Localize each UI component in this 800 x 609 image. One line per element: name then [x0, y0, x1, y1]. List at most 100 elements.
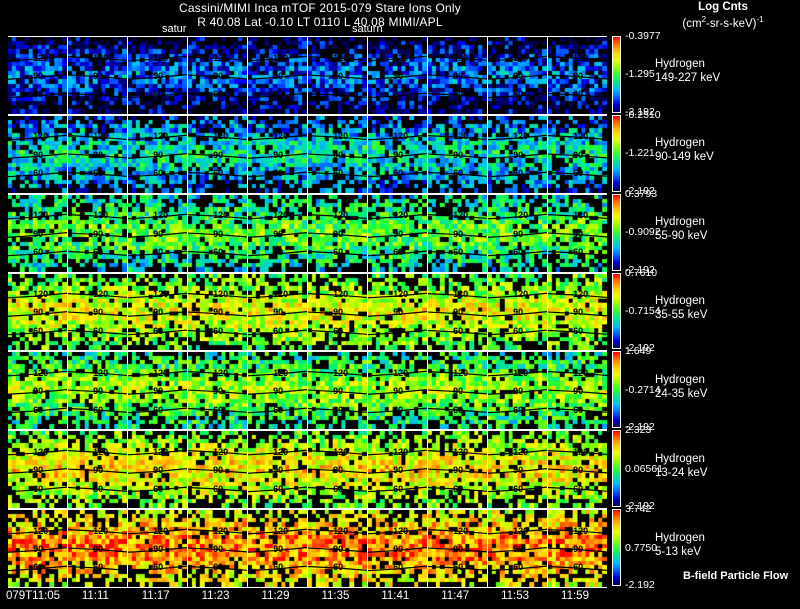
spectrogram-cell[interactable]: 120 90 60	[308, 37, 368, 114]
species-label: Hydrogen	[655, 58, 705, 71]
spectrogram-cell[interactable]: 120 90 60	[248, 352, 308, 430]
pitch-angle-label: 90	[513, 70, 524, 81]
spectrogram-cell[interactable]: 120 90 60	[248, 115, 308, 193]
spectrogram-cell[interactable]: 120 90 60	[308, 352, 368, 430]
spectrogram-cell[interactable]: 120 90 60	[8, 115, 68, 193]
spectrogram-cell[interactable]: 120 90 60	[248, 431, 308, 509]
spectrogram-cell[interactable]: 120 90 60	[188, 194, 248, 272]
spectrogram-cell[interactable]: 120 90 60	[248, 194, 308, 272]
spectrogram-cell[interactable]: 120 90 60	[8, 352, 68, 430]
spectrogram-row: 120 90 60 120 90 60 120 90 60 120 90 60 120 90 60 120 90…	[8, 114, 607, 194]
pitch-angle-label: 90	[213, 544, 224, 555]
spectrogram-cell[interactable]: 120 90 60	[308, 510, 368, 587]
spectrogram-cell[interactable]: 120 90 60	[8, 194, 68, 272]
spectrogram-cell[interactable]: 120 90 60	[428, 194, 488, 272]
pitch-angle-label: 90	[153, 149, 164, 160]
spectrogram-row-columns: 120 90 60 120 90 60 120 90 60 120 90 60 120 90 60 120 90…	[8, 510, 607, 587]
spectrogram-cell[interactable]: 120 90 60	[368, 194, 428, 272]
spectrogram-cell[interactable]: 120 90 60	[488, 273, 548, 351]
pitch-angle-label: 60	[273, 89, 284, 100]
species-label: Hydrogen	[655, 531, 705, 544]
spectrogram-cell[interactable]: 120 90 60	[68, 194, 128, 272]
spectrogram-cell[interactable]: 120 90 60	[548, 431, 607, 509]
spectrogram-cell[interactable]: 120 90 60	[428, 510, 488, 587]
spectrogram-cell[interactable]: 120 90 60	[68, 431, 128, 509]
spectrogram-cell[interactable]: 120 90 60	[188, 510, 248, 587]
pitch-angle-label: 60	[333, 325, 344, 336]
spectrogram-cell[interactable]: 120 90 60	[8, 510, 68, 587]
pitch-angle-label: 60	[273, 325, 284, 336]
spectrogram-cell[interactable]: 120 90 60	[548, 352, 607, 430]
pitch-angle-label: 90	[333, 307, 344, 318]
spectrogram-cell[interactable]: 120 90 60	[548, 194, 607, 272]
colorbar-mid-label: 0.06561	[625, 462, 663, 475]
spectrogram-cell[interactable]: 120 90 60	[128, 352, 188, 430]
pitch-angle-label: 90	[333, 386, 344, 397]
spectrogram-cell[interactable]: 120 90 60	[368, 510, 428, 587]
spectrogram-cell[interactable]: 120 90 60	[128, 510, 188, 587]
spectrogram-cell[interactable]: 120 90 60	[308, 115, 368, 193]
pitch-angle-label: 60	[213, 247, 224, 258]
spectrogram-cell[interactable]: 120 90 60	[488, 37, 548, 114]
pitch-angle-label: 60	[93, 325, 104, 336]
pitch-angle-label: 60	[33, 483, 44, 494]
spectrogram-cell[interactable]: 120 90 60	[488, 194, 548, 272]
spectrogram-cell[interactable]: 120 90 60	[8, 37, 68, 114]
spectrogram-cell[interactable]: 120 90 60	[308, 194, 368, 272]
spectrogram-cell[interactable]: 120 90 60	[548, 510, 607, 587]
spectrogram-cell[interactable]: 120 90 60	[188, 37, 248, 114]
spectrogram-cell[interactable]: 120 90 60	[188, 431, 248, 509]
spectrogram-cell[interactable]: 120 90 60	[188, 273, 248, 351]
pitch-angle-label: 60	[93, 562, 104, 573]
spectrogram-cell[interactable]: 120 90 60	[68, 37, 128, 114]
spectrogram-cell[interactable]: 120 90 60	[548, 115, 607, 193]
pitch-angle-label: 90	[333, 70, 344, 81]
spectrogram-cell[interactable]: 120 90 60	[428, 352, 488, 430]
spectrogram-cell[interactable]: 120 90 60	[128, 273, 188, 351]
pitch-angle-label: 90	[573, 465, 584, 476]
spectrogram-row: 120 90 60 120 90 60 120 90 60 120 90 60 120 90 60 120 90…	[8, 193, 607, 273]
spectrogram-cell[interactable]: 120 90 60	[488, 115, 548, 193]
spectrogram-cell[interactable]: 120 90 60	[488, 510, 548, 587]
spectrogram-cell[interactable]: 120 90 60	[488, 431, 548, 509]
spectrogram-cell[interactable]: 120 90 60	[248, 273, 308, 351]
spectrogram-cell[interactable]: 120 90 60	[68, 510, 128, 587]
spectrogram-cell[interactable]: 120 90 60	[188, 352, 248, 430]
spectrogram-cell[interactable]: 120 90 60	[428, 115, 488, 193]
spectrogram-cell[interactable]: 120 90 60	[368, 431, 428, 509]
spectrogram-cell[interactable]: 120 90 60	[368, 37, 428, 114]
spectrogram-cell[interactable]: 120 90 60	[548, 273, 607, 351]
colorbar-min-label: -2.192	[625, 579, 655, 591]
spectrogram-cell[interactable]: 120 90 60	[308, 273, 368, 351]
spectrogram-cell[interactable]: 120 90 60	[68, 115, 128, 193]
pitch-angle-label: 120	[573, 446, 589, 457]
spectrogram-cell[interactable]: 120 90 60	[428, 431, 488, 509]
pitch-angle-label: 60	[153, 247, 164, 258]
species-label: Hydrogen	[655, 373, 705, 386]
spectrogram-cell[interactable]: 120 90 60	[308, 431, 368, 509]
spectrogram-cell[interactable]: 120 90 60	[428, 273, 488, 351]
spectrogram-cell[interactable]: 120 90 60	[8, 273, 68, 351]
pitch-angle-label: 90	[33, 544, 44, 555]
spectrogram-cell[interactable]: 120 90 60	[368, 115, 428, 193]
spectrogram-cell[interactable]: 120 90 60	[68, 273, 128, 351]
spectrogram-cell[interactable]: 120 90 60	[128, 115, 188, 193]
spectrogram-cell[interactable]: 120 90 60	[248, 37, 308, 114]
pitch-angle-label: 120	[153, 131, 169, 142]
spectrogram-cell[interactable]: 120 90 60	[428, 37, 488, 114]
spectrogram-cell[interactable]: 120 90 60	[128, 37, 188, 114]
spectrogram-cell[interactable]: 120 90 60	[488, 352, 548, 430]
page-subtitle: R 40.08 Lat -0.10 LT 0110 L 40.08 MIMI/A…	[197, 15, 443, 29]
pitch-angle-label: 120	[453, 367, 469, 378]
colorbar-title: Log Cnts	[698, 1, 748, 13]
spectrogram-cell[interactable]: 120 90 60	[128, 194, 188, 272]
spectrogram-cell[interactable]: 120 90 60	[8, 431, 68, 509]
spectrogram-cell[interactable]: 120 90 60	[128, 431, 188, 509]
spectrogram-cell[interactable]: 120 90 60	[368, 273, 428, 351]
spectrogram-cell[interactable]: 120 90 60	[188, 115, 248, 193]
spectrogram-cell[interactable]: 120 90 60	[248, 510, 308, 587]
energy-range-label: 24-35 keV	[655, 387, 708, 400]
spectrogram-cell[interactable]: 120 90 60	[68, 352, 128, 430]
spectrogram-cell[interactable]: 120 90 60	[368, 352, 428, 430]
spectrogram-cell[interactable]: 120 90 60	[548, 37, 607, 114]
